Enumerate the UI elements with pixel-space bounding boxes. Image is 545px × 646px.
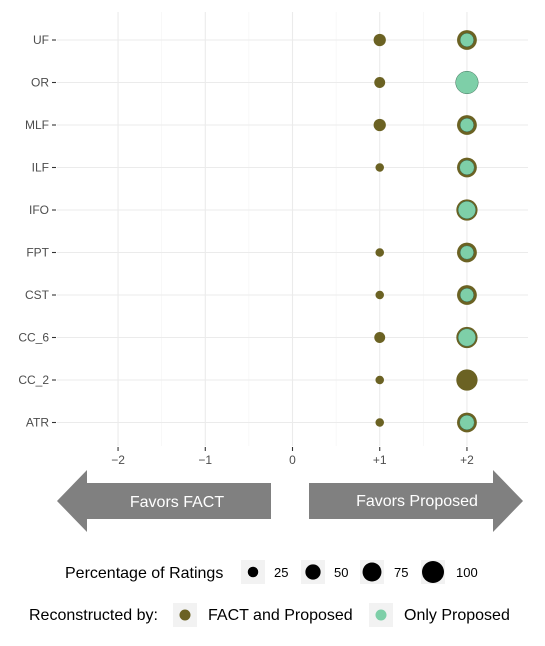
x-tick-label: +1	[373, 453, 387, 467]
size-legend-title: Percentage of Ratings	[65, 565, 223, 582]
point-only-proposed	[459, 245, 474, 260]
color-legend-label: Only Proposed	[404, 607, 510, 624]
point-only-proposed	[457, 328, 476, 347]
x-tick-label: −2	[111, 453, 125, 467]
color-legend: Reconstructed by: FACT and Proposed Only …	[29, 603, 510, 627]
color-legend-items: FACT and Proposed Only Proposed	[173, 603, 510, 627]
y-tick-label: FPT	[26, 246, 49, 260]
point-fact-and-proposed	[456, 369, 478, 391]
favors-proposed-arrow: Favors Proposed	[309, 470, 523, 532]
y-tick-label: MLF	[25, 118, 49, 132]
y-tick-label: CC_2	[18, 373, 49, 387]
point-fact-and-proposed	[375, 375, 384, 385]
y-tick-label: ATR	[26, 416, 49, 430]
point-fact-and-proposed	[375, 290, 384, 300]
favors-proposed-arrow-shape	[309, 470, 523, 532]
point-only-proposed	[459, 159, 475, 176]
size-legend-circle	[362, 562, 382, 582]
x-tick-label: 0	[289, 453, 296, 467]
point-fact-and-proposed	[375, 418, 384, 427]
size-legend-circle	[247, 566, 259, 578]
y-tick-label: ILF	[32, 161, 49, 175]
point-fact-and-proposed	[374, 77, 386, 88]
data-points	[373, 30, 479, 433]
size-legend-circle	[305, 564, 321, 580]
color-legend-title: Reconstructed by:	[29, 607, 158, 624]
color-legend-dot-only-proposed	[375, 609, 387, 621]
point-only-proposed	[459, 288, 474, 302]
point-fact-and-proposed	[375, 248, 384, 257]
point-only-proposed	[459, 414, 475, 431]
favors-fact-label: Favors FACT	[130, 494, 224, 511]
point-only-proposed	[459, 118, 474, 132]
point-only-proposed	[457, 201, 476, 219]
size-legend-items: 25 50 75 100	[241, 560, 478, 584]
y-axis: UF OR MLF ILF IFO FPT CST CC_6 CC_2 ATR	[18, 33, 56, 430]
color-legend-dot-fact-and-proposed	[179, 609, 191, 621]
point-fact-and-proposed	[373, 33, 386, 47]
size-legend-label: 100	[456, 565, 478, 580]
color-legend-label: FACT and Proposed	[208, 607, 353, 624]
y-tick-label: OR	[31, 76, 49, 90]
y-tick-label: CC_6	[18, 331, 49, 345]
point-only-proposed	[455, 70, 479, 95]
y-tick-label: CST	[25, 288, 50, 302]
point-fact-and-proposed	[373, 118, 386, 132]
point-only-proposed	[459, 33, 474, 47]
y-tick-label: UF	[33, 33, 49, 47]
favors-fact-arrow-shape	[57, 470, 271, 532]
x-tick-label: +2	[460, 453, 474, 467]
x-tick-label: −1	[198, 453, 212, 467]
size-legend-label: 25	[274, 565, 288, 580]
y-tick-label: IFO	[29, 203, 49, 217]
x-axis: −2 −1 0 +1 +2	[111, 447, 474, 467]
favors-fact-arrow: Favors FACT	[57, 470, 271, 532]
grid	[57, 12, 528, 446]
point-fact-and-proposed	[375, 163, 384, 172]
point-fact-and-proposed	[374, 332, 386, 343]
size-legend-label: 75	[394, 565, 408, 580]
favors-proposed-label: Favors Proposed	[356, 493, 478, 510]
size-legend-circle	[422, 561, 444, 583]
size-legend: Percentage of Ratings 25 50 75 100	[65, 560, 478, 584]
size-legend-label: 50	[334, 565, 348, 580]
